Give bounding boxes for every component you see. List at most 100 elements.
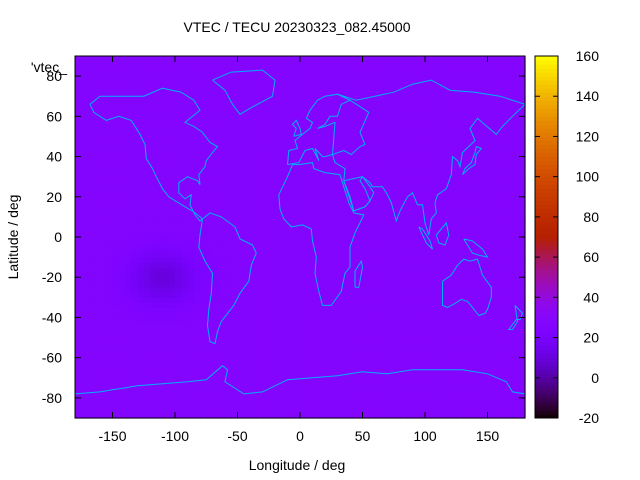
heatmap-cell — [493, 86, 501, 92]
heatmap-cell — [393, 387, 401, 394]
heatmap-cell — [106, 126, 114, 133]
heatmap-cell — [118, 141, 126, 148]
heatmap-cell — [162, 307, 170, 314]
heatmap-cell — [468, 357, 476, 364]
heatmap-cell — [356, 307, 364, 314]
heatmap-cell — [287, 262, 295, 268]
heatmap-cell — [237, 347, 245, 354]
heatmap-cell — [193, 81, 201, 87]
heatmap-cell — [306, 292, 314, 298]
heatmap-cell — [118, 176, 126, 183]
heatmap-cell — [481, 237, 489, 243]
heatmap-cell — [287, 121, 295, 127]
heatmap-cell — [375, 292, 382, 298]
heatmap-cell — [100, 211, 107, 218]
heatmap-cell — [450, 267, 457, 273]
heatmap-cell — [181, 166, 189, 173]
heatmap-cell — [306, 412, 314, 419]
heatmap-cell — [181, 81, 189, 87]
heatmap-cell — [418, 76, 426, 82]
heatmap-cell — [162, 402, 170, 409]
heatmap-cell — [368, 226, 376, 233]
heatmap-cell — [368, 312, 376, 319]
heatmap-cell — [256, 322, 264, 329]
heatmap-cell — [318, 372, 326, 379]
heatmap-cell — [475, 156, 482, 163]
heatmap-cell — [106, 171, 114, 178]
heatmap-cell — [168, 332, 176, 339]
heatmap-cell — [443, 292, 451, 298]
heatmap-cell — [481, 412, 489, 419]
heatmap-cell — [112, 242, 120, 248]
heatmap-cell — [218, 136, 226, 143]
heatmap-cell — [400, 96, 407, 102]
heatmap-cell — [418, 101, 426, 107]
heatmap-cell — [387, 337, 395, 344]
heatmap-cell — [293, 237, 301, 243]
heatmap-cell — [431, 402, 439, 409]
heatmap-cell — [225, 101, 232, 107]
heatmap-cell — [287, 176, 295, 183]
heatmap-cell — [212, 242, 220, 248]
heatmap-cell — [312, 302, 320, 308]
heatmap-cell — [375, 237, 382, 243]
heatmap-cell — [468, 101, 476, 107]
heatmap-cell — [250, 86, 257, 92]
heatmap-cell — [356, 116, 364, 122]
heatmap-cell — [100, 272, 107, 278]
heatmap-cell — [287, 307, 295, 314]
heatmap-cell — [156, 352, 164, 359]
heatmap-cell — [106, 196, 114, 203]
heatmap-cell — [187, 221, 195, 228]
heatmap-cell — [156, 287, 164, 293]
heatmap-cell — [250, 297, 257, 303]
heatmap-cell — [143, 216, 151, 223]
heatmap-cell — [218, 387, 226, 394]
heatmap-cell — [193, 247, 201, 253]
heatmap-cell — [187, 216, 195, 223]
heatmap-cell — [506, 242, 514, 248]
heatmap-cell — [450, 131, 457, 138]
heatmap-cell — [456, 131, 464, 138]
heatmap-cell — [143, 282, 151, 288]
heatmap-cell — [468, 146, 476, 153]
heatmap-cell — [406, 146, 414, 153]
heatmap-cell — [362, 247, 370, 253]
heatmap-cell — [200, 292, 207, 298]
heatmap-cell — [475, 397, 482, 404]
heatmap-cell — [362, 282, 370, 288]
heatmap-cell — [143, 247, 151, 253]
heatmap-cell — [206, 402, 214, 409]
heatmap-cell — [456, 367, 464, 374]
heatmap-cell — [93, 191, 101, 198]
heatmap-cell — [75, 302, 82, 308]
heatmap-cell — [156, 196, 164, 203]
heatmap-cell — [331, 392, 339, 399]
heatmap-cell — [362, 71, 370, 77]
heatmap-cell — [387, 221, 395, 228]
heatmap-cell — [206, 352, 214, 359]
heatmap-cell — [506, 377, 514, 384]
heatmap-cell — [368, 387, 376, 394]
heatmap-cell — [100, 342, 107, 349]
heatmap-cell — [93, 352, 101, 359]
heatmap-cell — [343, 282, 351, 288]
heatmap-cell — [218, 191, 226, 198]
heatmap-cell — [475, 81, 482, 87]
heatmap-cell — [418, 317, 426, 324]
heatmap-cell — [156, 116, 164, 122]
heatmap-cell — [100, 352, 107, 359]
heatmap-cell — [381, 131, 389, 138]
heatmap-cell — [193, 252, 201, 258]
heatmap-cell — [350, 201, 357, 208]
heatmap-cell — [456, 337, 464, 344]
heatmap-cell — [131, 66, 139, 72]
heatmap-cell — [275, 146, 282, 153]
heatmap-cell — [337, 176, 345, 183]
heatmap-cell — [475, 211, 482, 218]
heatmap-cell — [437, 252, 445, 258]
heatmap-cell — [200, 116, 207, 122]
heatmap-cell — [175, 402, 182, 409]
heatmap-cell — [162, 242, 170, 248]
heatmap-cell — [306, 91, 314, 97]
